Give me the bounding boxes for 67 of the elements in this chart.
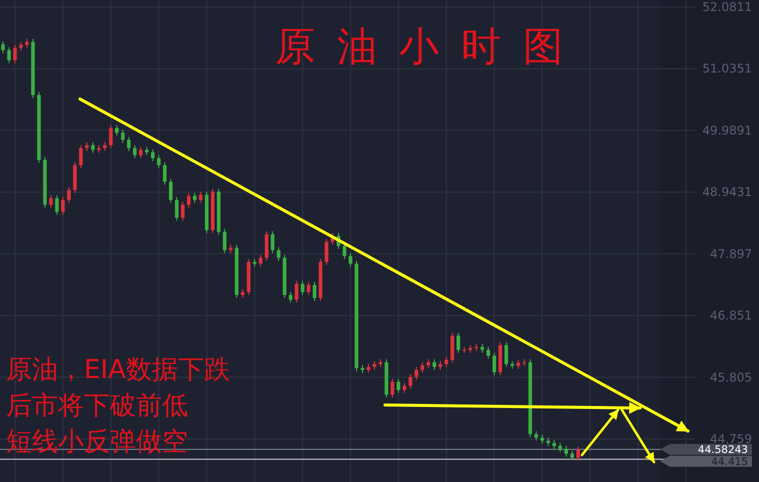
candlestick — [270, 230, 274, 254]
candlestick — [67, 186, 71, 204]
candlestick — [342, 242, 346, 260]
candlestick — [456, 332, 460, 354]
candlestick — [79, 144, 83, 169]
candlestick — [198, 191, 203, 204]
candlestick — [408, 374, 412, 390]
candlestick — [139, 146, 143, 159]
y-tick-label: 49.9891 — [702, 123, 752, 138]
candlestick — [432, 358, 436, 370]
candlestick — [396, 378, 400, 394]
candlestick — [564, 446, 568, 458]
y-tick-label: 52.0811 — [702, 0, 752, 14]
annotation: 短线小反弹做空 — [6, 427, 188, 457]
candlestick — [55, 194, 59, 216]
candlestick — [570, 450, 574, 461]
candlestick — [504, 342, 508, 368]
candlestick — [91, 142, 95, 154]
y-tick-label: 48.9431 — [702, 185, 752, 200]
candlestick — [324, 238, 328, 266]
candlestick — [127, 136, 131, 152]
y-tick-label: 51.0351 — [702, 62, 752, 76]
candlestick — [264, 230, 268, 262]
candlestick — [288, 292, 292, 304]
candlestick — [156, 154, 161, 169]
candlestick — [121, 129, 125, 144]
candlestick — [390, 378, 394, 398]
candlestick — [222, 228, 226, 254]
candlestick — [294, 280, 298, 304]
candlestick — [444, 356, 448, 368]
candlestick — [150, 148, 155, 162]
candlestick — [402, 382, 406, 394]
candlestick — [168, 178, 173, 204]
candlestick — [186, 192, 191, 208]
candlestick — [174, 196, 179, 222]
candlestick — [133, 144, 137, 159]
candlestick — [276, 246, 280, 262]
candlestick — [7, 46, 11, 64]
candlestick — [414, 366, 418, 380]
candlestick — [61, 196, 65, 216]
candlestick — [312, 282, 316, 302]
ref-line-label: 44.415 — [711, 456, 748, 468]
annotation: 后市将下破前低 — [6, 391, 188, 421]
candlestick — [300, 280, 304, 296]
ref-line-label: 44.58243 — [698, 444, 748, 456]
candlestick — [534, 430, 538, 442]
candlestick — [49, 194, 53, 208]
candlestick — [109, 124, 113, 149]
candlestick — [576, 446, 580, 462]
candlestick — [486, 346, 490, 360]
text: 原油小时图 — [275, 24, 585, 70]
candlestick — [13, 44, 17, 64]
annotation: 原油，EIA数据下跌 — [6, 355, 230, 385]
candlestick — [492, 352, 496, 376]
y-tick-label: 45.805 — [710, 370, 752, 384]
candlestick — [420, 362, 424, 374]
candlestick — [348, 252, 352, 268]
candlestick — [115, 124, 119, 136]
candlestick — [1, 40, 5, 54]
candlestick — [180, 201, 185, 222]
candlestick — [162, 162, 167, 186]
y-tick-label: 44.759 — [710, 432, 752, 446]
candlestick — [258, 254, 262, 268]
candlestick — [306, 282, 310, 296]
y-tick-label: 47.897 — [710, 246, 752, 261]
candlestick — [192, 192, 197, 204]
y-tick-label: 46.851 — [710, 308, 752, 323]
